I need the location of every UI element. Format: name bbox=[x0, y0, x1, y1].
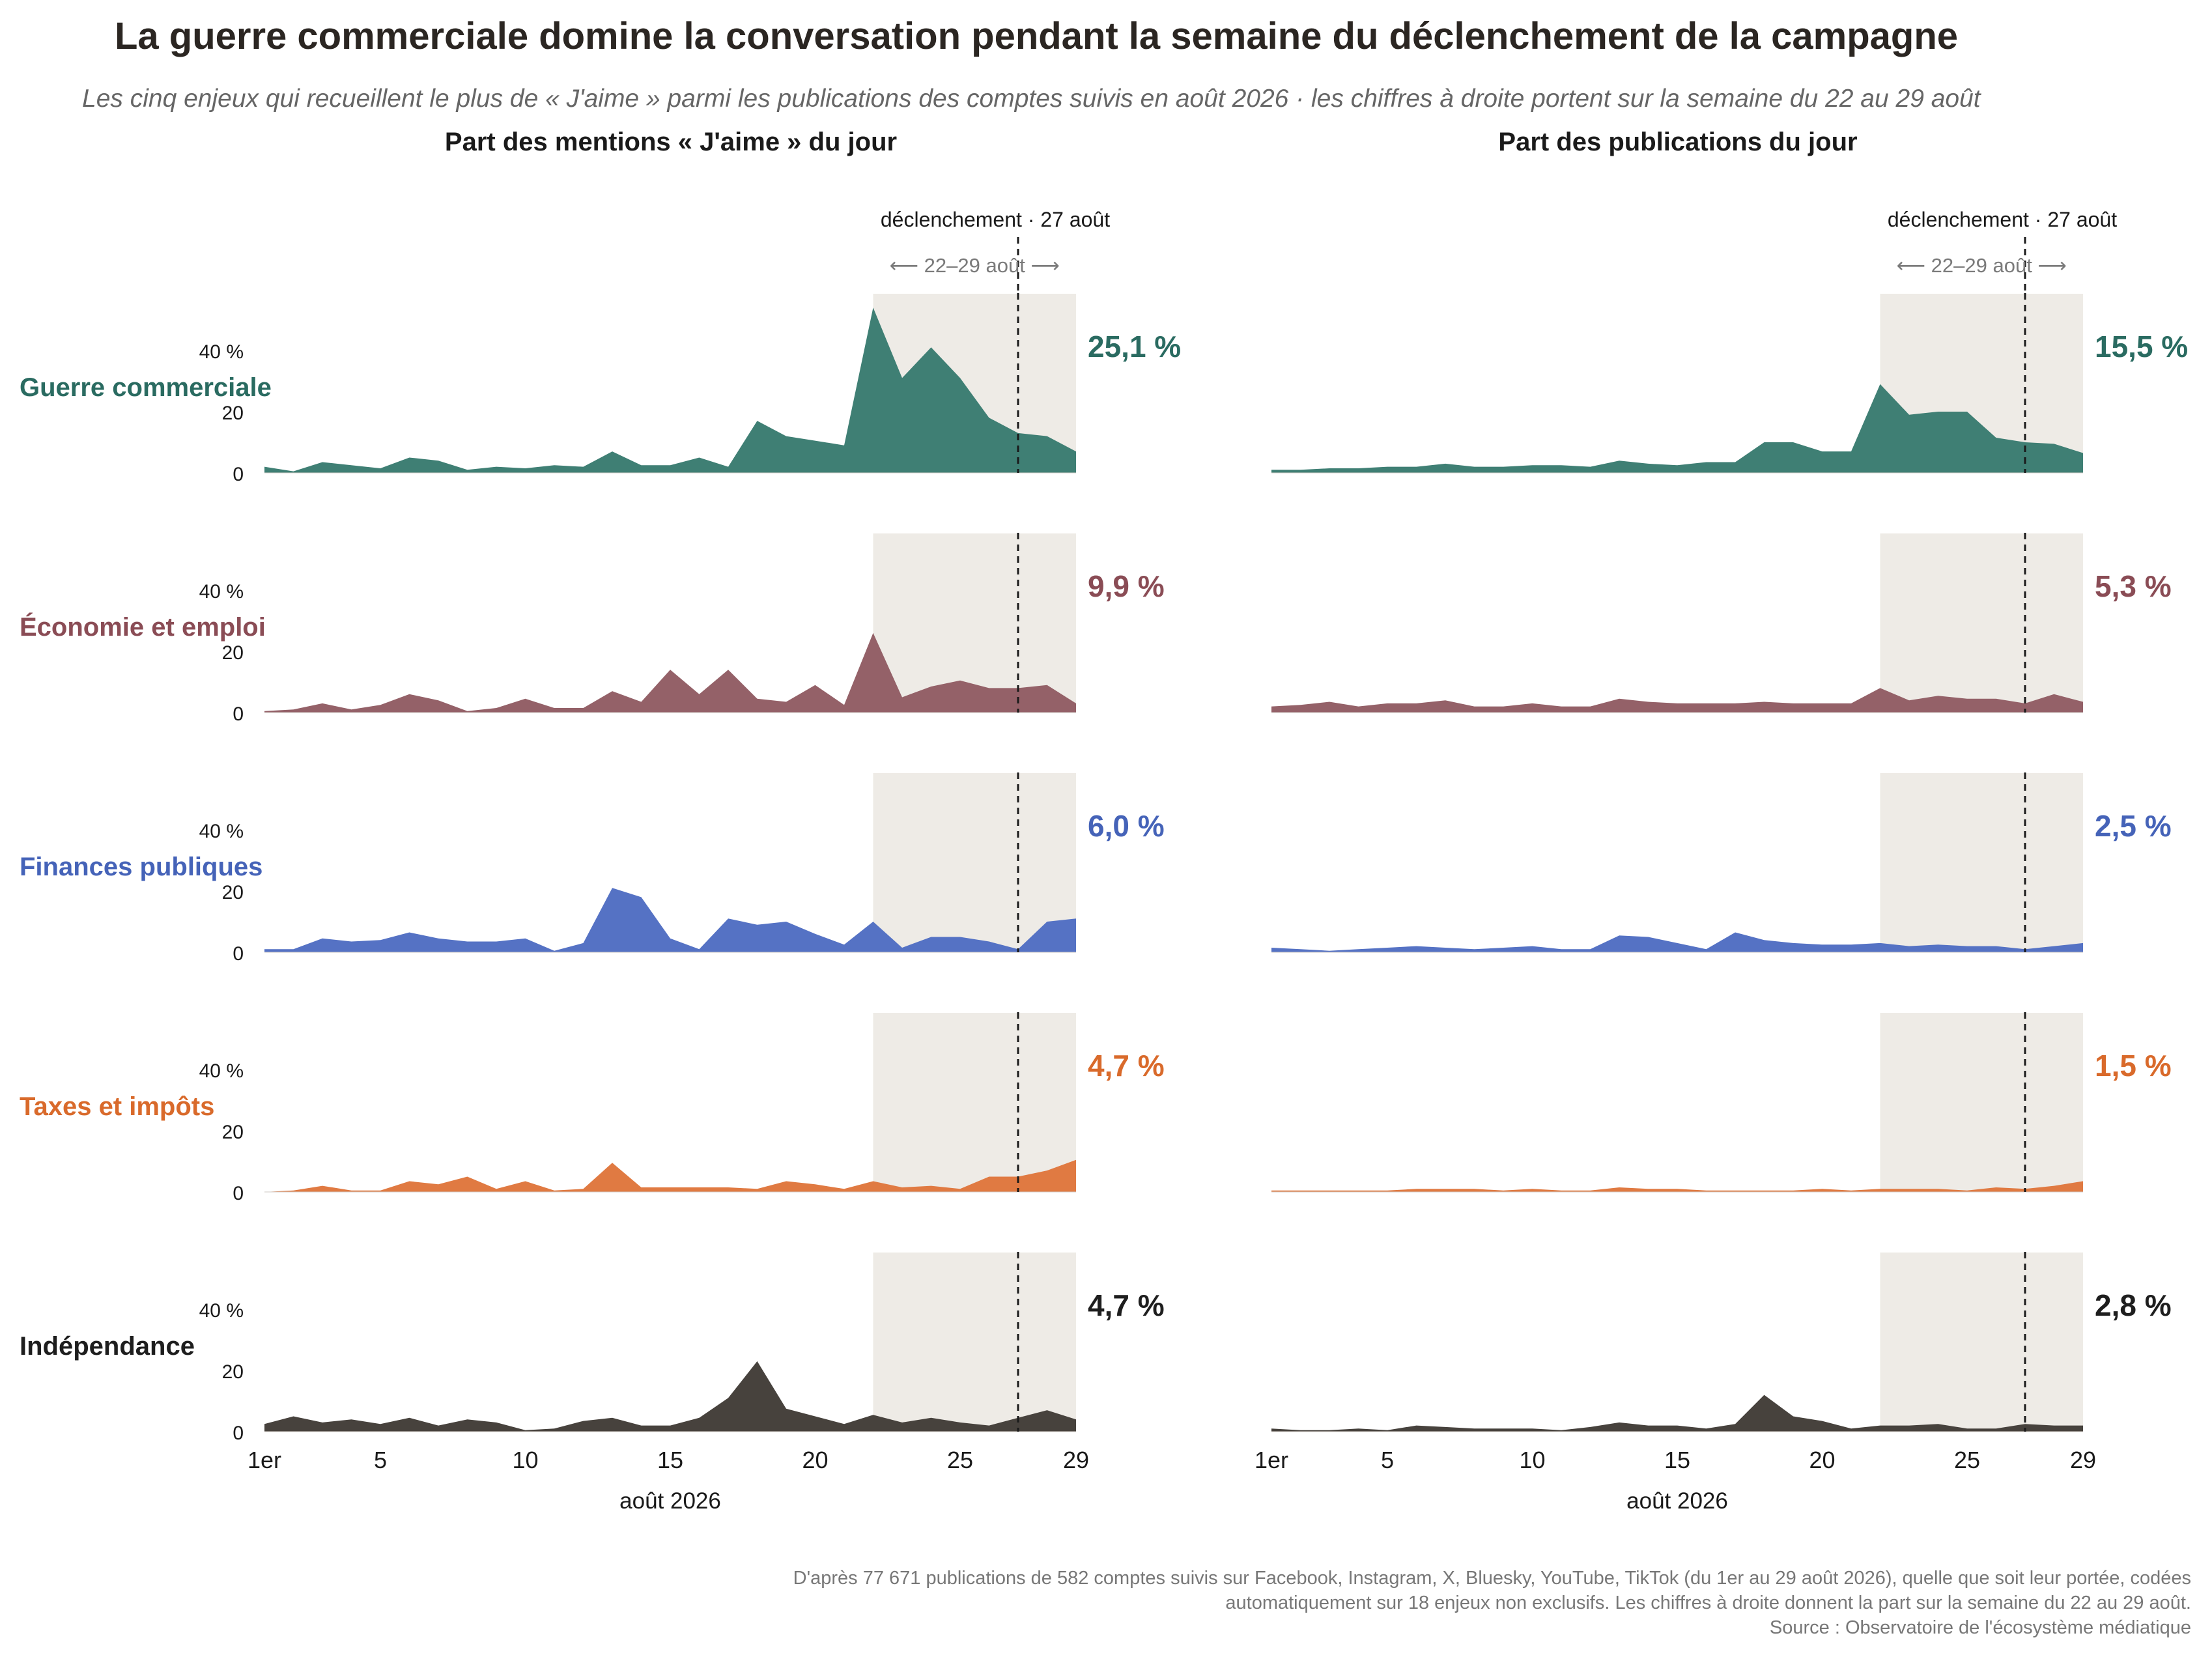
column-title-likes: Part des mentions « J'aime » du jour bbox=[444, 128, 898, 156]
x-tick-label: 20 bbox=[1809, 1447, 1835, 1473]
x-tick-label: 29 bbox=[1063, 1447, 1089, 1473]
y-tick-label: 0 bbox=[233, 703, 244, 725]
y-tick-label: 0 bbox=[233, 943, 244, 965]
x-axis-label: août 2026 bbox=[1626, 1488, 1728, 1514]
facet-label: Guerre commerciale bbox=[20, 373, 272, 402]
event-annotation: déclenchement · 27 août bbox=[1888, 208, 2117, 231]
y-tick-label: 20 bbox=[222, 642, 244, 664]
week-share-value: 2,8 % bbox=[2095, 1288, 2172, 1322]
highlight-window bbox=[873, 533, 1076, 713]
week-share-value: 4,7 % bbox=[1088, 1288, 1165, 1322]
week-share-value: 2,5 % bbox=[2095, 809, 2172, 843]
x-axis-label: août 2026 bbox=[619, 1488, 721, 1514]
window-annotation: ⟵ 22–29 août ⟶ bbox=[890, 254, 1060, 277]
caption: D'après 77 671 publications de 582 compt… bbox=[793, 1566, 2191, 1640]
highlight-window bbox=[1880, 1013, 2083, 1192]
y-tick-label: 40 % bbox=[199, 581, 244, 602]
y-tick-label: 40 % bbox=[199, 1060, 244, 1082]
x-tick-label: 25 bbox=[947, 1447, 973, 1473]
y-tick-label: 40 % bbox=[199, 821, 244, 842]
event-annotation: déclenchement · 27 août bbox=[881, 208, 1110, 231]
caption-line-2: automatiquement sur 18 enjeux non exclus… bbox=[1225, 1593, 2191, 1613]
highlight-window bbox=[1880, 533, 2083, 713]
chart-title: La guerre commerciale domine la conversa… bbox=[115, 15, 1959, 57]
week-share-value: 6,0 % bbox=[1088, 809, 1165, 843]
y-tick-label: 20 bbox=[222, 882, 244, 903]
small-multiples-chart: Guerre commerciale 0 20 40 % 25,1 % 15,5 % Éco… bbox=[20, 208, 2188, 1514]
series-area-posts bbox=[1271, 384, 2083, 473]
x-tick-label: 20 bbox=[802, 1447, 828, 1473]
series-area-likes bbox=[264, 1361, 1076, 1432]
y-tick-label: 20 bbox=[222, 1361, 244, 1383]
series-area-posts bbox=[1271, 1181, 2083, 1192]
x-tick-label: 10 bbox=[512, 1447, 538, 1473]
series-area-posts bbox=[1271, 688, 2083, 713]
y-tick-label: 40 % bbox=[199, 1300, 244, 1322]
highlight-window bbox=[873, 1013, 1076, 1192]
series-area-posts bbox=[1271, 932, 2083, 952]
week-share-value: 5,3 % bbox=[2095, 569, 2172, 603]
highlight-window bbox=[1880, 1253, 2083, 1432]
chart-subtitle: Les cinq enjeux qui recueillent le plus … bbox=[82, 85, 1981, 113]
x-tick-label: 29 bbox=[2070, 1447, 2096, 1473]
week-share-value: 9,9 % bbox=[1088, 569, 1165, 603]
y-tick-label: 0 bbox=[233, 1423, 244, 1444]
x-tick-label: 15 bbox=[657, 1447, 683, 1473]
highlight-window bbox=[873, 1253, 1076, 1432]
y-tick-label: 0 bbox=[233, 464, 244, 485]
series-area-likes bbox=[264, 1159, 1076, 1192]
window-annotation: ⟵ 22–29 août ⟶ bbox=[1897, 254, 2067, 277]
facet-label: Finances publiques bbox=[20, 853, 262, 881]
facet-row: Guerre commerciale 0 20 40 % 25,1 % 15,5 % bbox=[20, 293, 2188, 485]
x-tick-label: 10 bbox=[1519, 1447, 1545, 1473]
week-share-value: 25,1 % bbox=[1088, 330, 1181, 363]
facet-label: Taxes et impôts bbox=[20, 1092, 214, 1121]
highlight-window bbox=[1880, 773, 2083, 952]
caption-line-1: D'après 77 671 publications de 582 compt… bbox=[793, 1568, 2191, 1589]
column-title-posts: Part des publications du jour bbox=[1498, 128, 1858, 156]
week-share-value: 4,7 % bbox=[1088, 1049, 1165, 1083]
x-tick-label: 1er bbox=[248, 1447, 281, 1473]
facet-row: Économie et emploi 0 20 40 % 9,9 % 5,3 % bbox=[20, 533, 2172, 725]
facet-label: Indépendance bbox=[20, 1332, 195, 1361]
y-tick-label: 20 bbox=[222, 403, 244, 424]
caption-line-3: Source : Observatoire de l'écosystème mé… bbox=[1769, 1617, 2191, 1638]
facet-label: Économie et emploi bbox=[20, 612, 266, 642]
series-area-posts bbox=[1271, 1395, 2083, 1432]
week-share-value: 1,5 % bbox=[2095, 1049, 2172, 1083]
x-tick-label: 25 bbox=[1954, 1447, 1980, 1473]
facet-row: Taxes et impôts 0 20 40 % 4,7 % 1,5 % bbox=[20, 1012, 2172, 1204]
y-tick-label: 20 bbox=[222, 1122, 244, 1143]
x-tick-label: 15 bbox=[1664, 1447, 1690, 1473]
series-area-likes bbox=[264, 888, 1076, 952]
x-tick-label: 1er bbox=[1255, 1447, 1288, 1473]
series-area-likes bbox=[264, 632, 1076, 713]
series-area-likes bbox=[264, 307, 1076, 473]
y-tick-label: 0 bbox=[233, 1183, 244, 1204]
facet-row: Indépendance 0 20 40 % 4,7 % 2,8 % bbox=[20, 1252, 2172, 1444]
week-share-value: 15,5 % bbox=[2095, 330, 2188, 363]
x-tick-label: 5 bbox=[374, 1447, 387, 1473]
highlight-window bbox=[873, 773, 1076, 952]
x-tick-label: 5 bbox=[1381, 1447, 1394, 1473]
y-tick-label: 40 % bbox=[199, 341, 244, 363]
facet-row: Finances publiques 0 20 40 % 6,0 % 2,5 % bbox=[20, 772, 2172, 965]
